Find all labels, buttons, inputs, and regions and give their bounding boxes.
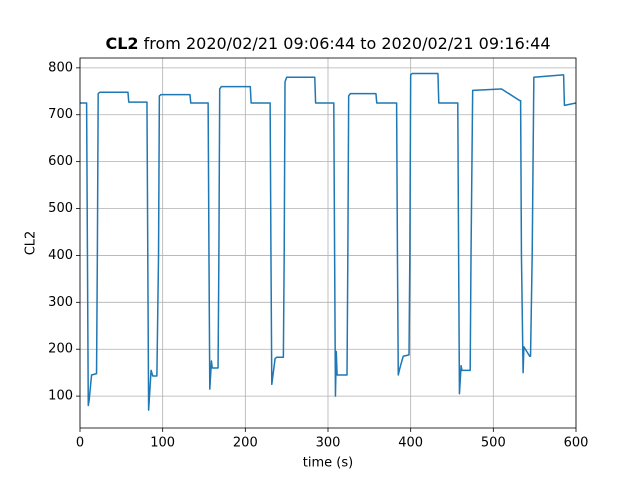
y-tick-label: 100 (48, 389, 73, 404)
x-tick-label: 100 (150, 436, 175, 451)
x-axis-label: time (s) (303, 456, 353, 471)
chart-title: CL2 from 2020/02/21 09:06:44 to 2020/02/… (105, 34, 550, 53)
x-tick-label: 0 (76, 436, 84, 451)
y-tick-label: 200 (48, 342, 73, 357)
title-rest: from 2020/02/21 09:06:44 to 2020/02/21 0… (144, 34, 551, 53)
y-tick-label: 600 (48, 154, 73, 169)
y-tick-label: 300 (48, 295, 73, 310)
x-tick-label: 200 (233, 436, 258, 451)
y-axis-label: CL2 (24, 231, 39, 256)
title-bold: CL2 (105, 34, 138, 53)
y-tick-label: 500 (48, 201, 73, 216)
data-line (80, 72, 577, 411)
plot-frame (79, 57, 577, 429)
x-tick-label: 600 (564, 436, 589, 451)
x-tick-label: 500 (481, 436, 506, 451)
y-tick-label: 700 (48, 107, 73, 122)
y-tick-label: 800 (48, 60, 73, 75)
y-tick-label: 400 (48, 248, 73, 263)
x-tick-label: 300 (316, 436, 341, 451)
x-tick-label: 400 (398, 436, 423, 451)
